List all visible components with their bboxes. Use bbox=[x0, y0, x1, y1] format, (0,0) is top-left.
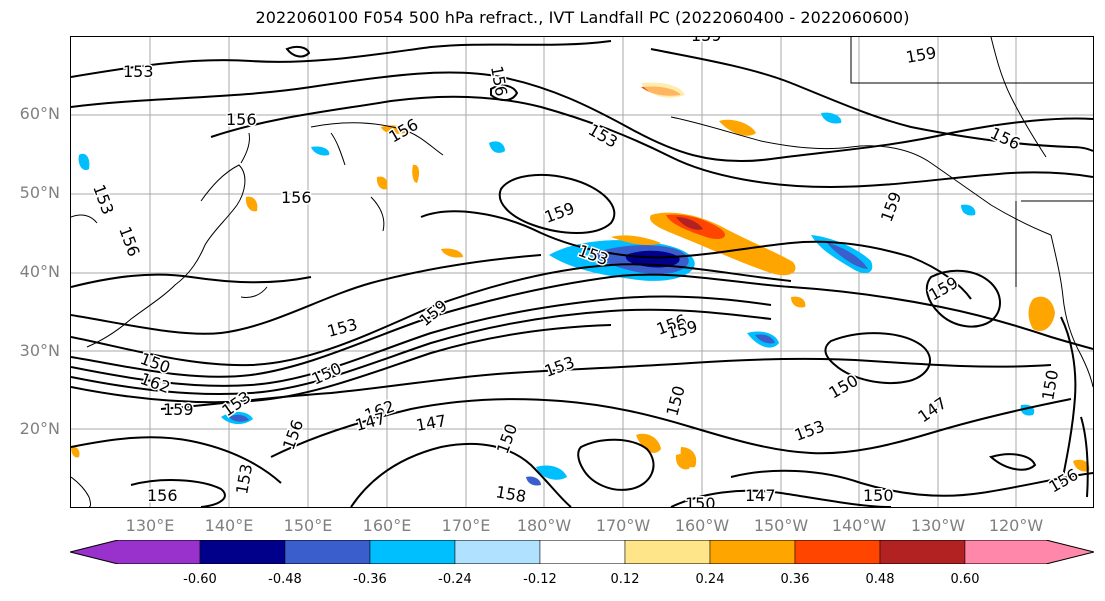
lon-label-170w: 170°W bbox=[595, 516, 651, 535]
contour-label: 156 bbox=[115, 224, 143, 259]
colorbar-tick-label: -0.60 bbox=[183, 572, 217, 587]
colorbar-tick-label: 0.24 bbox=[695, 572, 725, 587]
contour-label: 156 bbox=[279, 417, 307, 452]
contour-label: 150 bbox=[493, 421, 521, 456]
contour-label: 150 bbox=[826, 371, 862, 403]
contour-label: 150 bbox=[1038, 368, 1062, 401]
lon-label-150w: 150°W bbox=[753, 516, 809, 535]
lon-label-140w: 140°W bbox=[831, 516, 887, 535]
lon-label-170e: 170°E bbox=[441, 516, 491, 535]
lat-label-60n: 60°N bbox=[19, 104, 60, 123]
contour-label: 153 bbox=[585, 120, 621, 152]
lon-label-130w: 130°W bbox=[910, 516, 966, 535]
contour-label: 153 bbox=[325, 315, 359, 341]
colorbar-tick-label: 0.12 bbox=[610, 572, 640, 587]
colorbar-tick-label: 0.36 bbox=[780, 572, 810, 587]
colorbar-tick-label: -0.36 bbox=[353, 572, 387, 587]
colorbar-svg bbox=[69, 539, 1095, 565]
colorbar-tick-label: 0.60 bbox=[950, 572, 980, 587]
contour-label: 153 bbox=[123, 62, 154, 81]
colorbar-swatch bbox=[69, 539, 201, 565]
colorbar-swatch bbox=[199, 539, 286, 565]
contour-label: 153 bbox=[89, 182, 117, 217]
lat-label-30n: 30°N bbox=[19, 341, 60, 360]
colorbar-swatch bbox=[284, 539, 371, 565]
colorbar-swatch bbox=[709, 539, 796, 565]
contour-label: 159 bbox=[163, 400, 194, 419]
shaded-anomaly-field bbox=[71, 82, 1090, 486]
colorbar-swatch bbox=[624, 539, 711, 565]
contour-label: 150 bbox=[863, 486, 894, 505]
contour-label: 153 bbox=[232, 462, 256, 495]
lon-label-180w: 180°W bbox=[516, 516, 572, 535]
contour-label: 156 bbox=[147, 486, 178, 505]
colorbar-swatch bbox=[794, 539, 881, 565]
colorbar bbox=[69, 539, 1095, 565]
colorbar-swatch bbox=[964, 539, 1095, 565]
lat-label-40n: 40°N bbox=[19, 262, 60, 281]
lat-label-20n: 20°N bbox=[19, 419, 60, 438]
contour-label: 156 bbox=[1046, 465, 1082, 497]
contour-label: 159 bbox=[542, 198, 577, 226]
lon-label-160e: 160°E bbox=[362, 516, 412, 535]
colorbar-swatch bbox=[879, 539, 966, 565]
colorbar-tick-label: 0.48 bbox=[865, 572, 895, 587]
contour-label: 147 bbox=[914, 393, 950, 426]
colorbar-tick-label: -0.24 bbox=[438, 572, 472, 587]
contour-label: 159 bbox=[691, 37, 722, 45]
contour-label: 159 bbox=[904, 43, 937, 67]
contour-label: 150 bbox=[663, 384, 689, 418]
lon-label-160w: 160°W bbox=[674, 516, 730, 535]
lon-label-140e: 140°E bbox=[204, 516, 254, 535]
contour-label: 156 bbox=[226, 110, 257, 129]
contour-label: 147 bbox=[414, 411, 447, 435]
lon-label-150e: 150°E bbox=[283, 516, 333, 535]
contour-lines bbox=[71, 40, 1093, 507]
contour-label-group: 153 156 156 156 153 153 156 159 159 156 … bbox=[88, 37, 1083, 507]
map-panel: 153 156 156 156 153 153 156 159 159 156 … bbox=[70, 36, 1094, 508]
lat-label-50n: 50°N bbox=[19, 183, 60, 202]
colorbar-swatch bbox=[369, 539, 456, 565]
contour-label: 158 bbox=[494, 482, 527, 506]
map-canvas: 153 156 156 156 153 153 156 159 159 156 … bbox=[71, 37, 1093, 507]
graticule bbox=[71, 37, 1093, 507]
colorbar-tick-label: -0.12 bbox=[523, 572, 557, 587]
colorbar-tick-label: -0.48 bbox=[268, 572, 302, 587]
figure-title: 2022060100 F054 500 hPa refract., IVT La… bbox=[255, 8, 910, 27]
contour-label: 156 bbox=[987, 123, 1023, 153]
lon-label-120w: 120°W bbox=[988, 516, 1044, 535]
contour-label: 156 bbox=[281, 188, 312, 207]
coastlines bbox=[71, 37, 1093, 507]
contour-label: 147 bbox=[745, 486, 776, 505]
contour-label: 156 bbox=[386, 115, 422, 147]
contour-label: 153 bbox=[792, 416, 827, 444]
colorbar-swatch bbox=[454, 539, 541, 565]
colorbar-swatch bbox=[539, 539, 626, 565]
contour-label: 147 bbox=[353, 409, 387, 435]
lon-label-130e: 130°E bbox=[125, 516, 175, 535]
contour-label: 153 bbox=[542, 352, 577, 380]
contour-label: 150 bbox=[685, 494, 716, 507]
